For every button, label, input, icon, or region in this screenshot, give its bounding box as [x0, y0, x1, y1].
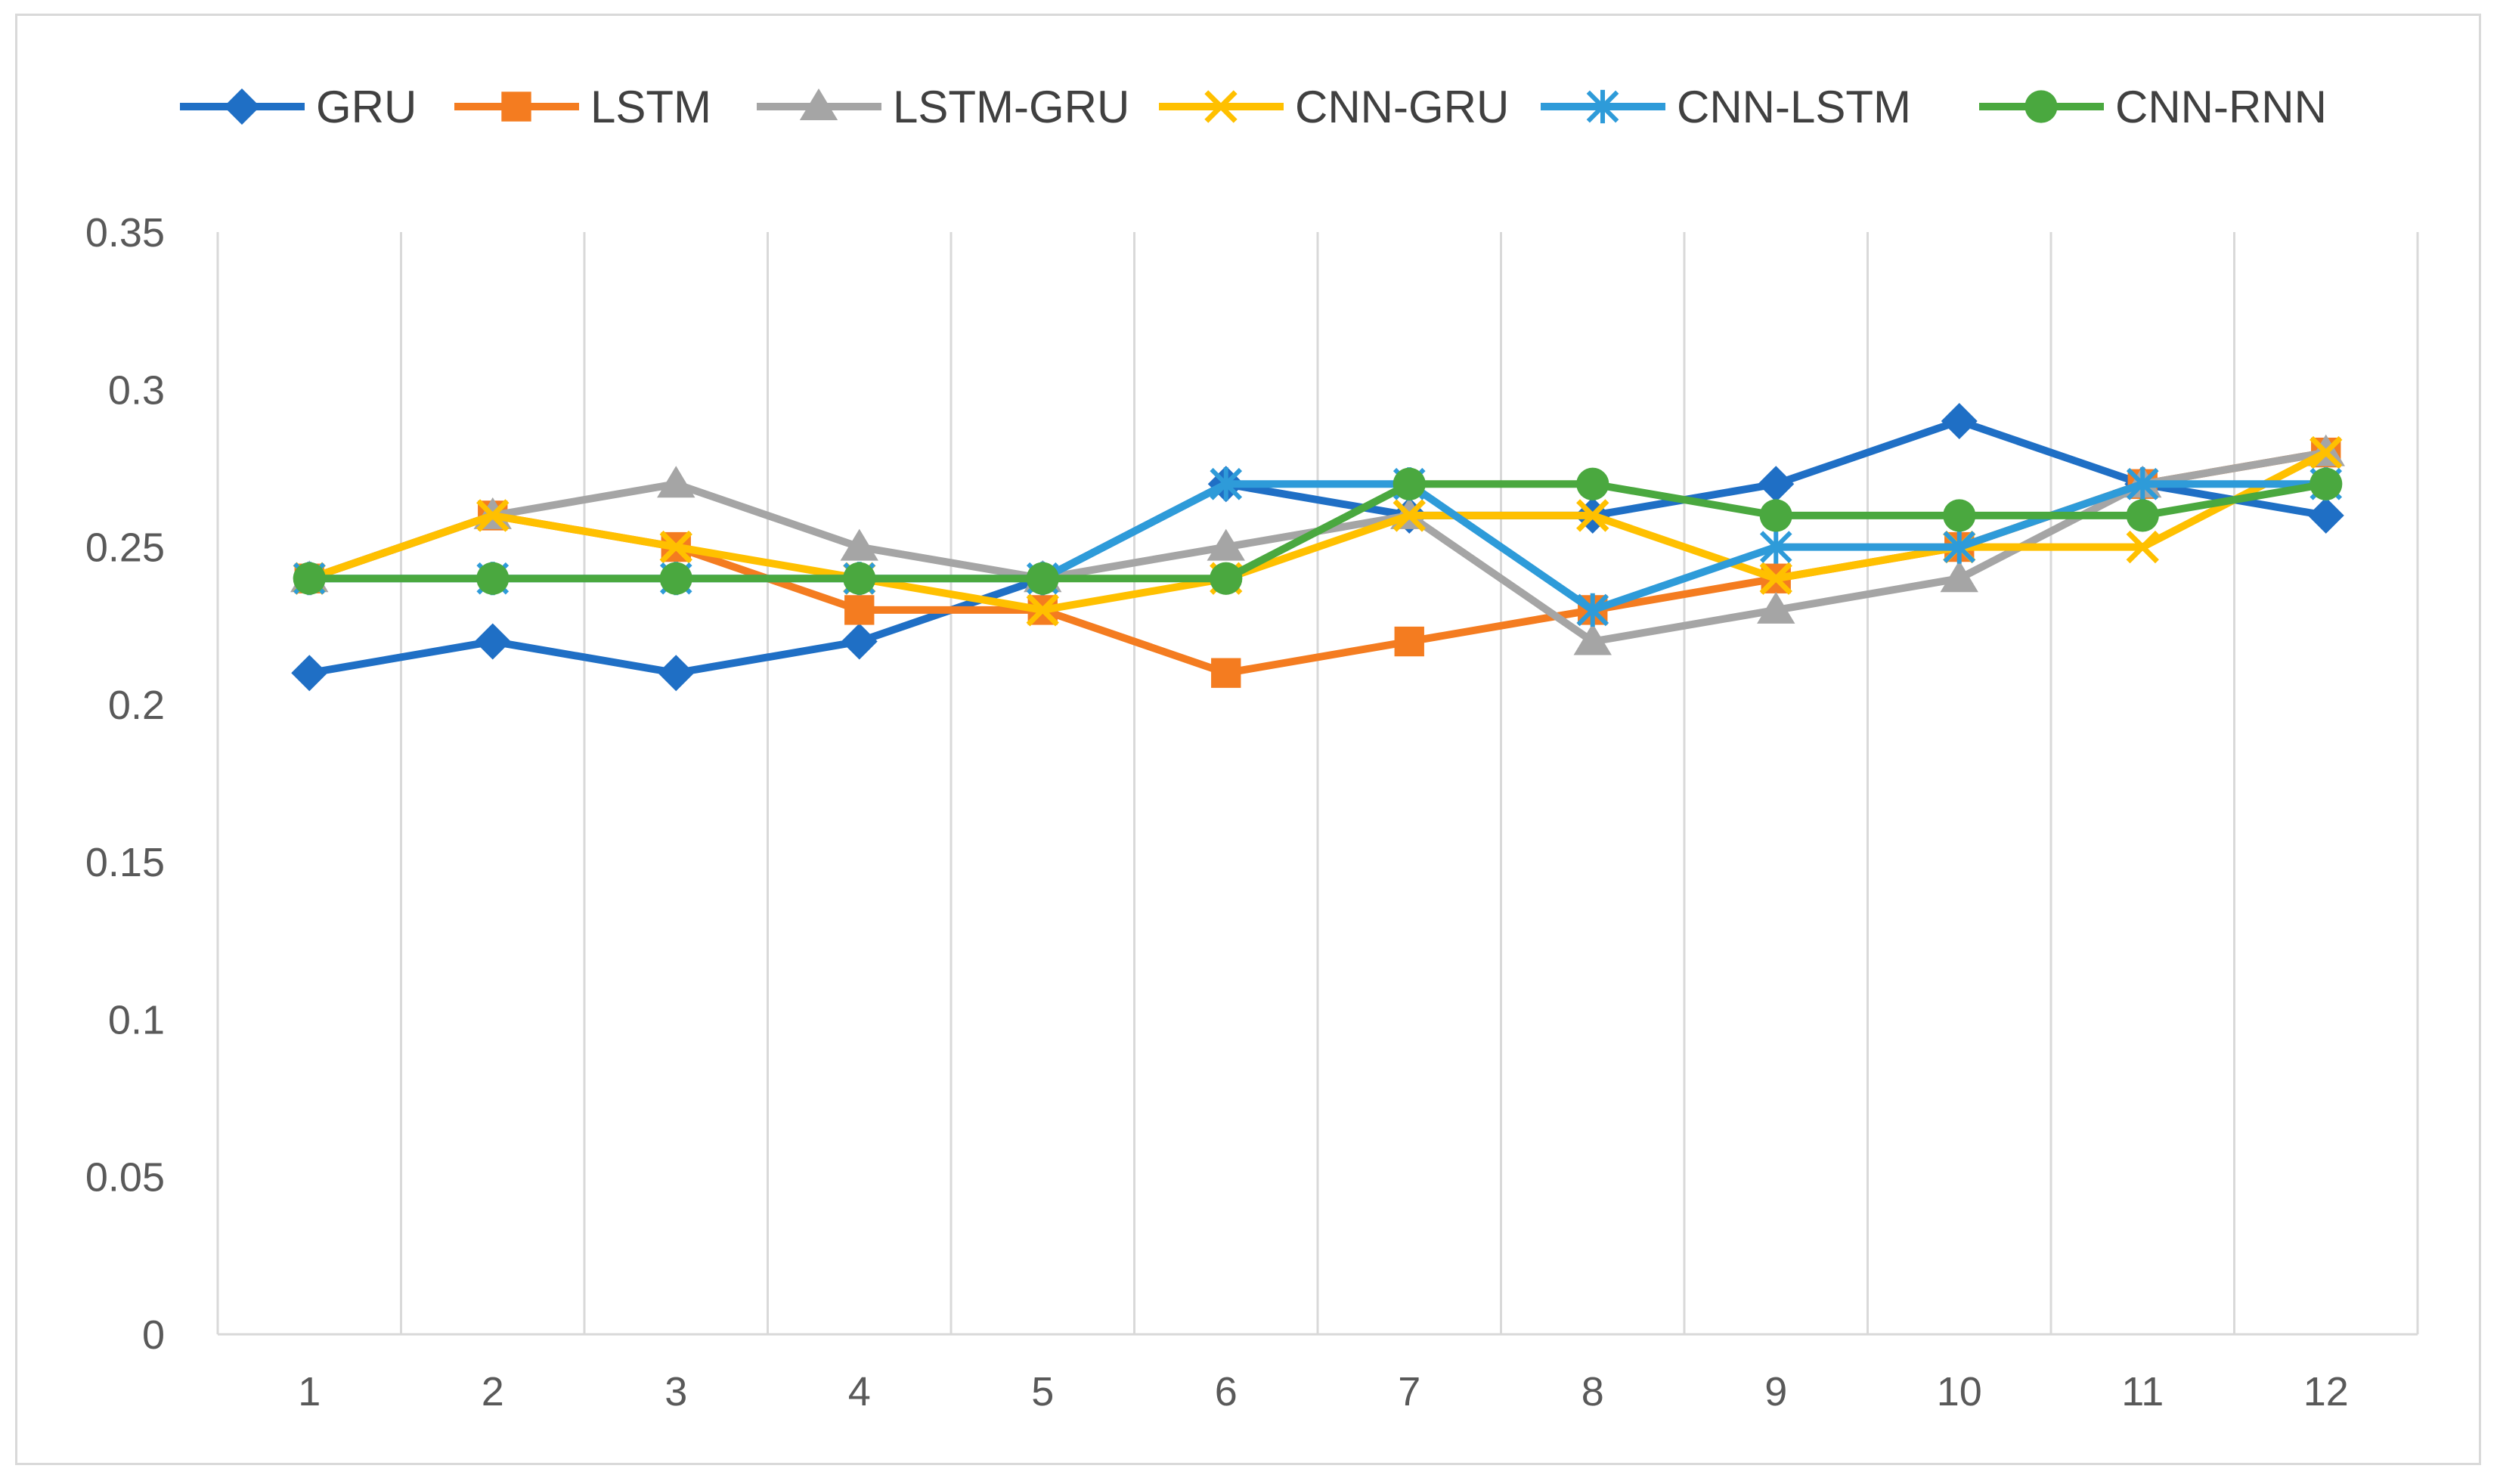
x-tick-label: 2 [482, 1369, 504, 1414]
data-point-gru [2307, 497, 2344, 534]
legend-marker [2024, 90, 2058, 123]
legend-item-cnn-gru: CNN-GRU [1159, 82, 1509, 132]
data-point-lstm-gru [840, 528, 878, 561]
legend-marker [1586, 89, 1619, 124]
x-tick-label: 5 [1031, 1369, 1054, 1414]
chart-frame: 0 0.05 0.1 0.15 0.2 0.25 0.3 0.35 1 2 3 4 5 6 7 8 9 10 11 1… [15, 14, 2481, 1465]
data-point-cnn-rnn [1576, 467, 1609, 500]
data-point-gru [658, 655, 695, 692]
data-point-cnn-gru [659, 530, 692, 564]
x-tick-label: 10 [1937, 1369, 1982, 1414]
data-point-cnn-rnn [2126, 499, 2159, 532]
legend-label: CNN-LSTM [1677, 82, 1911, 132]
legend-item-cnn-rnn: CNN-RNN [1979, 82, 2327, 132]
data-point-cnn-lstm [1210, 467, 1243, 501]
data-point-lstm [1394, 626, 1424, 657]
data-point-lstm-gru [1757, 591, 1795, 624]
series-line-cnn-rnn [309, 480, 2327, 583]
data-point-cnn-rnn [843, 562, 876, 595]
data-point-cnn-rnn [1759, 499, 1792, 532]
x-tick-label: 1 [298, 1369, 321, 1414]
data-point-cnn-gru [1576, 499, 1609, 532]
y-tick-label: 0.05 [85, 1155, 165, 1201]
y-tick-label: 0.3 [108, 367, 165, 413]
data-point-cnn-gru [2309, 435, 2343, 469]
legend-item-cnn-lstm: CNN-LSTM [1541, 82, 1911, 132]
legend-label: CNN-RNN [2115, 82, 2327, 132]
data-point-cnn-gru [476, 499, 510, 532]
data-point-cnn-rnn [2309, 467, 2343, 500]
y-tick-label: 0.25 [85, 525, 165, 571]
y-tick-label: 0.2 [108, 683, 165, 728]
data-point-cnn-lstm [1576, 593, 1609, 627]
y-tick-label: 0 [142, 1312, 165, 1358]
data-point-lstm-gru [1940, 560, 1978, 593]
legend-label: LSTM [590, 82, 711, 132]
x-tick-label: 3 [664, 1369, 687, 1414]
x-tick-label: 4 [848, 1369, 871, 1414]
legend-label: LSTM-GRU [893, 82, 1129, 132]
data-point-cnn-gru [2126, 530, 2159, 564]
series-cnn-rnn [293, 467, 2343, 595]
series-line-gru [308, 417, 2327, 677]
data-point-cnn-gru [1393, 499, 1426, 532]
data-point-cnn-lstm [1943, 530, 1976, 564]
data-point-gru [841, 623, 878, 660]
data-point-gru [1941, 402, 1978, 439]
legend-item-lstm: LSTM [454, 82, 711, 132]
series-lines [290, 402, 2345, 692]
data-point-gru [291, 655, 328, 692]
x-tick-label: 6 [1215, 1369, 1238, 1414]
data-point-lstm [844, 595, 875, 625]
y-tick-label: 0.35 [85, 210, 165, 256]
data-point-lstm [1211, 658, 1241, 688]
data-point-lstm-gru [1207, 528, 1245, 561]
y-tick-label: 0.15 [85, 840, 165, 885]
data-point-cnn-rnn [1393, 467, 1426, 500]
data-point-cnn-rnn [1026, 562, 1059, 595]
data-point-gru [474, 623, 511, 660]
data-point-cnn-rnn [293, 562, 326, 595]
x-tick-label: 7 [1398, 1369, 1420, 1414]
axes: 00.050.10.150.20.250.30.351 2 3 4 5 6 7 8 9 10 11 1… [85, 210, 2418, 1414]
data-point-cnn-rnn [1210, 562, 1243, 595]
data-point-cnn-gru [1026, 593, 1059, 627]
legend: GRU LSTM LSTM-GRU CNN-GRU CNN-LSTM CNN-RNN [180, 82, 2327, 132]
data-point-cnn-lstm [1759, 530, 1792, 564]
legend-marker [1204, 90, 1238, 123]
data-point-lstm-gru [1573, 623, 1612, 655]
y-tick-label: 0.1 [108, 997, 165, 1043]
data-point-gru [1758, 466, 1795, 503]
x-tick-label: 9 [1764, 1369, 1787, 1414]
legend-label: CNN-GRU [1295, 82, 1509, 132]
legend-label: GRU [316, 82, 417, 132]
series-line-cnn-gru [308, 449, 2328, 614]
legend-item-lstm-gru: LSTM-GRU [757, 82, 1129, 132]
data-point-cnn-rnn [1943, 499, 1976, 532]
legend-marker [501, 91, 531, 122]
x-tick-label: 12 [2303, 1369, 2349, 1414]
data-point-cnn-gru [1759, 562, 1792, 595]
data-point-lstm-gru [657, 466, 695, 498]
gridlines [216, 232, 2419, 1334]
legend-marker [224, 88, 260, 125]
data-point-cnn-rnn [476, 562, 510, 595]
x-tick-label: 11 [2121, 1369, 2164, 1414]
legend-item-gru: GRU [180, 82, 417, 132]
x-tick-label: 8 [1581, 1369, 1604, 1414]
legend-marker [799, 88, 838, 120]
data-point-cnn-rnn [659, 562, 692, 595]
data-point-cnn-lstm [2126, 467, 2159, 501]
line-chart: 00.050.10.150.20.250.30.351 2 3 4 5 6 7 8 9 10 11 1… [85, 82, 2419, 1414]
